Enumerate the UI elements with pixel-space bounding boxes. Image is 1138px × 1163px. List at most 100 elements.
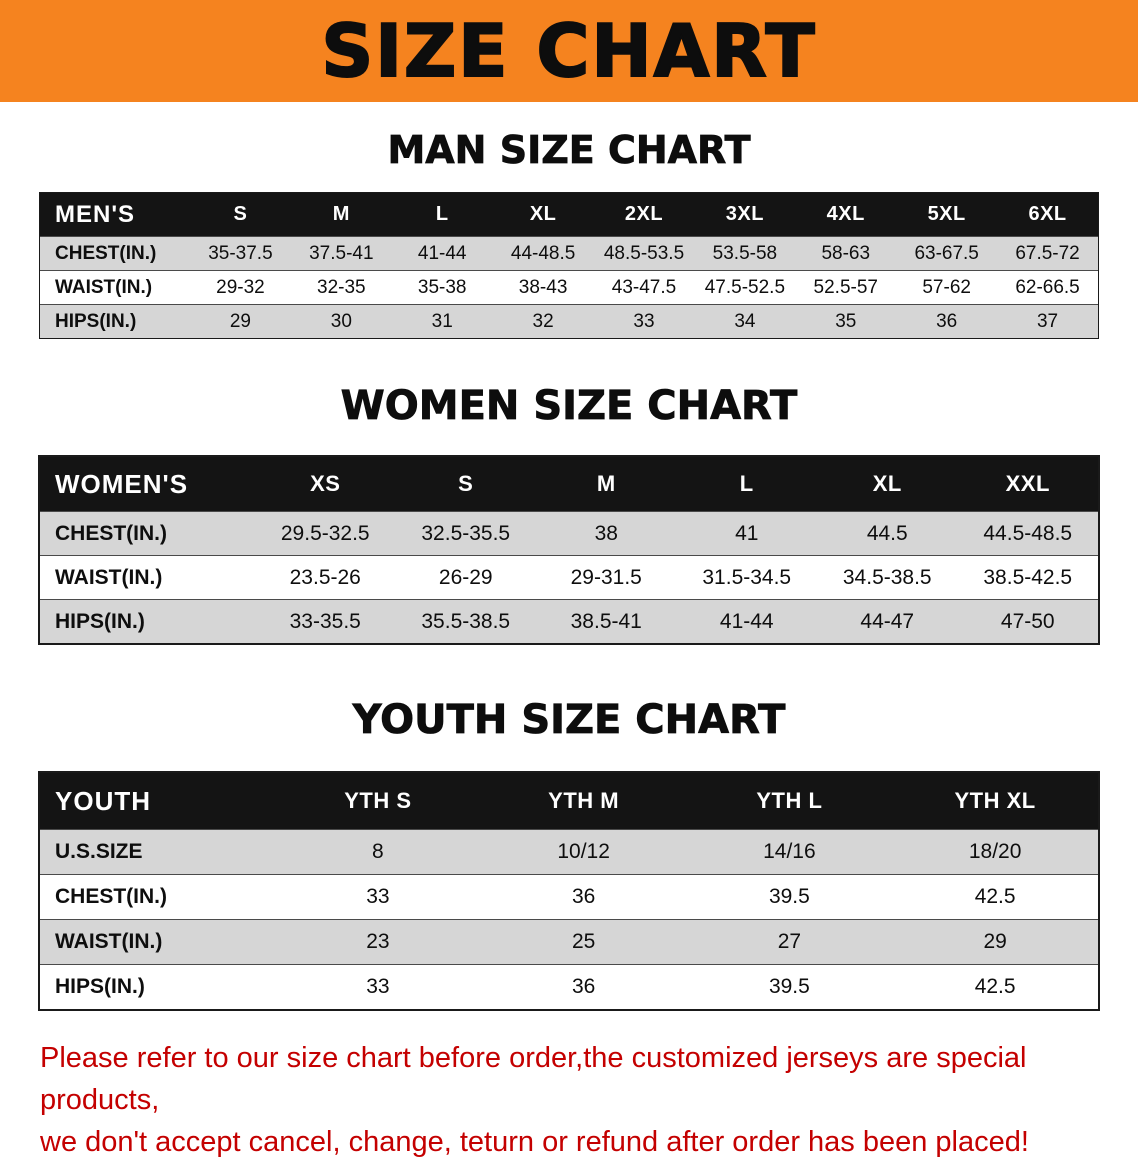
size-column-header: YTH S [275, 773, 481, 829]
size-column-header: S [190, 193, 291, 236]
measurement-label: WAIST(IN.) [40, 270, 190, 304]
table-name-cell: WOMEN'S [40, 457, 255, 511]
measurement-value: 47.5-52.5 [694, 270, 796, 304]
size-column-header: YTH XL [892, 773, 1098, 829]
measurement-label: HIPS(IN.) [40, 964, 275, 1009]
measurement-label: HIPS(IN.) [40, 304, 190, 338]
measurement-value: 38.5-42.5 [957, 555, 1098, 599]
measurement-value: 23.5-26 [255, 555, 396, 599]
size-column-header: M [536, 457, 677, 511]
women-size-section: WOMEN SIZE CHART WOMEN'S XS S M L XL XXL CHEST(… [0, 383, 1138, 645]
measurement-label: WAIST(IN.) [40, 555, 255, 599]
size-column-header: L [676, 457, 817, 511]
measurement-value: 52.5-57 [795, 270, 897, 304]
size-column-header: 3XL [694, 193, 796, 236]
measurement-label: WAIST(IN.) [40, 919, 275, 964]
measurement-value: 39.5 [686, 874, 893, 919]
measurement-value: 25 [480, 919, 687, 964]
measurement-value: 36 [896, 304, 998, 338]
size-column-header: 5XL [896, 193, 998, 236]
youth-size-section: YOUTH SIZE CHART YOUTH YTH S YTH M YTH L YTH… [0, 697, 1138, 1011]
disclaimer-text: Please refer to our size chart before or… [40, 1037, 1138, 1163]
measurement-value: 33 [593, 304, 695, 338]
measurement-value: 8 [275, 829, 481, 874]
measurement-value: 32.5-35.5 [395, 511, 536, 555]
measurement-value: 43-47.5 [593, 270, 695, 304]
women-size-table: WOMEN'S XS S M L XL XXL CHEST(IN.) 29.5-32.5 32.5… [38, 455, 1100, 645]
table-name-cell: MEN'S [40, 193, 190, 236]
measurement-value: 33 [275, 874, 481, 919]
measurement-label: CHEST(IN.) [40, 511, 255, 555]
size-column-header: XS [255, 457, 396, 511]
measurement-value: 29-32 [190, 270, 291, 304]
measurement-value: 26-29 [395, 555, 536, 599]
disclaimer-line-1: Please refer to our size chart before or… [40, 1042, 1027, 1117]
table-name-cell: YOUTH [40, 773, 275, 829]
banner: SIZE CHART [0, 0, 1138, 102]
size-column-header: XL [492, 193, 594, 236]
measurement-value: 33 [275, 964, 481, 1009]
measurement-value: 38 [536, 511, 677, 555]
measurement-value: 29 [190, 304, 291, 338]
measurement-label: HIPS(IN.) [40, 599, 255, 643]
measurement-value: 31 [391, 304, 493, 338]
measurement-value: 67.5-72 [997, 236, 1098, 270]
measurement-value: 36 [480, 874, 687, 919]
men-size-section: MAN SIZE CHART MEN'S S M L XL 2XL 3XL 4XL 5XL 6XL… [0, 128, 1138, 339]
measurement-value: 53.5-58 [694, 236, 796, 270]
measurement-value: 33-35.5 [255, 599, 396, 643]
measurement-value: 27 [686, 919, 893, 964]
measurement-value: 34.5-38.5 [817, 555, 958, 599]
measurement-value: 31.5-34.5 [676, 555, 817, 599]
size-column-header: XL [817, 457, 958, 511]
size-column-header: YTH M [480, 773, 687, 829]
measurement-value: 29.5-32.5 [255, 511, 396, 555]
size-column-header: 2XL [593, 193, 695, 236]
measurement-label: CHEST(IN.) [40, 236, 190, 270]
measurement-value: 44-47 [817, 599, 958, 643]
youth-section-heading: YOUTH SIZE CHART [352, 697, 786, 744]
measurement-value: 18/20 [892, 829, 1098, 874]
measurement-value: 48.5-53.5 [593, 236, 695, 270]
measurement-value: 35 [795, 304, 897, 338]
measurement-value: 47-50 [957, 599, 1098, 643]
page-title: SIZE CHART [320, 9, 817, 93]
measurement-value: 35-37.5 [190, 236, 291, 270]
measurement-value: 36 [480, 964, 687, 1009]
measurement-value: 63-67.5 [896, 236, 998, 270]
measurement-value: 62-66.5 [997, 270, 1098, 304]
size-column-header: L [391, 193, 493, 236]
measurement-value: 41 [676, 511, 817, 555]
measurement-value: 35-38 [391, 270, 493, 304]
measurement-value: 37.5-41 [290, 236, 392, 270]
measurement-value: 32-35 [290, 270, 392, 304]
measurement-value: 38.5-41 [536, 599, 677, 643]
measurement-value: 10/12 [480, 829, 687, 874]
disclaimer-line-2: we don't accept cancel, change, teturn o… [40, 1126, 1029, 1159]
measurement-value: 29-31.5 [536, 555, 677, 599]
measurement-value: 41-44 [676, 599, 817, 643]
measurement-value: 23 [275, 919, 481, 964]
men-section-heading: MAN SIZE CHART [387, 128, 751, 173]
size-column-header: S [395, 457, 536, 511]
youth-size-table: YOUTH YTH S YTH M YTH L YTH XL U.S.SIZE 8 10/12… [38, 771, 1100, 1011]
measurement-value: 44.5 [817, 511, 958, 555]
measurement-value: 30 [290, 304, 392, 338]
measurement-value: 44-48.5 [492, 236, 594, 270]
size-column-header: YTH L [686, 773, 893, 829]
size-column-header: XXL [957, 457, 1098, 511]
measurement-value: 42.5 [892, 964, 1098, 1009]
men-size-table: MEN'S S M L XL 2XL 3XL 4XL 5XL 6XL CHEST(IN.) 35-37… [39, 192, 1099, 339]
size-column-header: 4XL [795, 193, 897, 236]
women-section-heading: WOMEN SIZE CHART [340, 383, 798, 430]
measurement-label: U.S.SIZE [40, 829, 275, 874]
measurement-value: 35.5-38.5 [395, 599, 536, 643]
measurement-value: 32 [492, 304, 594, 338]
measurement-value: 57-62 [896, 270, 998, 304]
measurement-value: 42.5 [892, 874, 1098, 919]
measurement-value: 44.5-48.5 [957, 511, 1098, 555]
measurement-value: 39.5 [686, 964, 893, 1009]
measurement-value: 29 [892, 919, 1098, 964]
measurement-value: 34 [694, 304, 796, 338]
